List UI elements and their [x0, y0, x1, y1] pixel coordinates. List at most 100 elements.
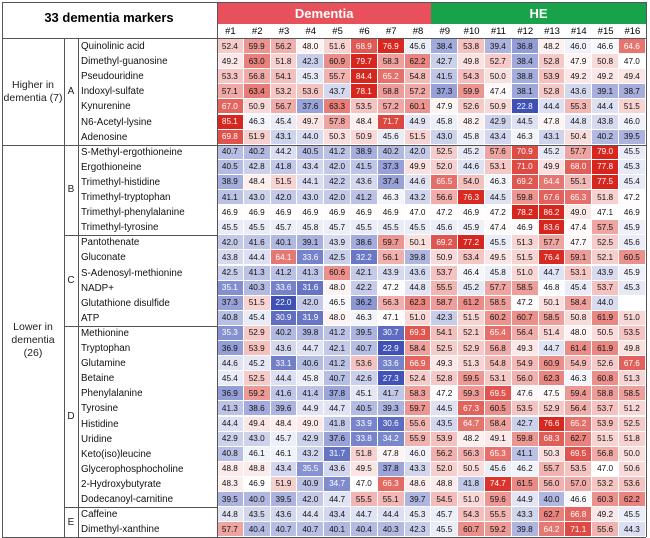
heatmap-cell: 70.9: [511, 144, 539, 160]
heatmap-cell: 36.9: [217, 341, 244, 357]
heatmap-cell: 64.6: [619, 39, 646, 55]
group-header-he: HE: [431, 3, 646, 24]
heatmap-cell: 40.1: [324, 522, 351, 538]
column-header: #12: [517, 25, 534, 37]
heatmap-cell: 45.6: [619, 235, 646, 251]
category-divider: [64, 39, 65, 538]
heatmap-cell: 43.4: [297, 159, 325, 175]
heatmap-cell: 69.3: [404, 325, 432, 341]
heatmap-cell: 62.2: [404, 54, 432, 70]
heatmap-cell: 45.7: [270, 431, 298, 447]
heatmap-cell: 38.9: [217, 174, 244, 190]
heatmap-cell: 56.8: [485, 341, 512, 357]
heatmap-cell: 45.4: [270, 114, 298, 130]
heatmap-cell: 44.6: [404, 174, 432, 190]
heatmap-cell: 74.7: [485, 476, 512, 492]
heatmap-cell: 46.9: [297, 205, 325, 221]
heatmap-cell: 41.2: [324, 325, 351, 341]
heatmap-cell: 53.6: [619, 476, 646, 492]
heatmap-cell: 49.2: [217, 54, 244, 70]
heatmap-cell: 43.4: [485, 129, 512, 145]
heatmap-cell: 47.4: [485, 84, 512, 100]
heatmap-cell: 41.2: [324, 356, 351, 372]
heatmap-cell: 51.5: [404, 129, 432, 145]
heatmap-cell: 50.6: [619, 461, 646, 477]
heatmap-cell: 40.1: [270, 235, 298, 251]
heatmap-cell: 46.9: [243, 476, 271, 492]
heatmap-cell: 61.5: [511, 476, 539, 492]
heatmap-cell: 49.8: [458, 54, 485, 70]
heatmap-cell: 53.5: [351, 99, 378, 115]
heatmap-cell: 84.4: [351, 69, 378, 85]
heatmap-cell: 43.4: [324, 507, 351, 523]
heatmap-cell: 43.0: [243, 190, 271, 206]
heatmap-cell: 42.0: [404, 144, 432, 160]
heatmap-cell: 39.5: [217, 492, 244, 508]
heatmap-cell: 43.0: [297, 190, 325, 206]
heatmap-cell: 57.0: [565, 476, 593, 492]
heatmap-cell: 37.6: [297, 99, 325, 115]
heatmap-cell: 44.8: [404, 280, 432, 296]
heatmap-cell: 62.7: [538, 507, 566, 523]
heatmap-cell: 54.8: [485, 356, 512, 372]
heatmap-cell: 65.3: [485, 446, 512, 462]
heatmap-cell: 49.0: [297, 416, 325, 432]
heatmap-cell: 43.6: [404, 265, 432, 281]
metabolite-label: N6-Acetyl-lysine: [81, 116, 152, 128]
heatmap-cell: 57.7: [538, 235, 566, 251]
heatmap-cell: 42.0: [217, 235, 244, 251]
metabolite-label: Phenylalanine: [81, 388, 143, 400]
heatmap-cell: 47.8: [377, 446, 405, 462]
heatmap-cell: 53.9: [538, 69, 566, 85]
heatmap-cell: 45.5: [619, 144, 646, 160]
heatmap-cell: 65.2: [565, 416, 593, 432]
heatmap-cell: 60.9: [538, 356, 566, 372]
heatmap-cell: 56.3: [458, 446, 485, 462]
heatmap-cell: 45.6: [431, 220, 459, 236]
heatmap-cell: 44.7: [351, 507, 378, 523]
heatmap-cell: 47.9: [565, 54, 593, 70]
heatmap-cell: 48.4: [351, 114, 378, 130]
heatmap-cell: 37.8: [377, 461, 405, 477]
metabolite-label: Trimethyl-histidine: [81, 176, 161, 188]
heatmap-cell: 39.3: [377, 401, 405, 417]
heatmap-cell: 45.6: [485, 461, 512, 477]
heatmap-cell: 37.4: [377, 174, 405, 190]
heatmap-cell: 86.2: [538, 205, 566, 221]
heatmap-cell: 44.6: [217, 356, 244, 372]
heatmap-cell: 48.6: [404, 476, 432, 492]
heatmap-cell: 51.0: [458, 492, 485, 508]
heatmap-cell: 52.1: [592, 250, 619, 266]
heatmap-cell: 45.8: [458, 129, 485, 145]
heatmap-cell: 47.6: [511, 386, 539, 402]
heatmap-cell: 31.6: [297, 280, 325, 296]
heatmap-cell: 41.3: [217, 401, 244, 417]
heatmap-cell: 44.5: [485, 190, 512, 206]
heatmap-cell: 51.3: [511, 235, 539, 251]
heatmap-cell: 50.9: [485, 99, 512, 115]
heatmap-cell: 52.1: [458, 325, 485, 341]
heatmap-cell: 41.8: [324, 416, 351, 432]
heatmap-cell: 60.8: [592, 371, 619, 387]
heatmap-cell: 50.3: [538, 446, 566, 462]
heatmap-cell: 59.8: [511, 431, 539, 447]
heatmap-cell: 56.0: [538, 476, 566, 492]
heatmap-cell: 45.8: [485, 265, 512, 281]
heatmap-cell: 42.0: [324, 190, 351, 206]
heatmap-cell: 60.1: [404, 99, 432, 115]
heatmap-cell: 50.8: [592, 54, 619, 70]
heatmap-cell: 40.5: [297, 144, 325, 160]
heatmap-cell: 38.1: [511, 84, 539, 100]
heatmap-cell: 44.8: [565, 114, 593, 130]
heatmap-cell: 33.9: [351, 416, 378, 432]
heatmap-cell: 50.8: [565, 310, 593, 326]
heatmap-cell: 55.5: [351, 492, 378, 508]
heatmap-cell: 38.4: [431, 39, 459, 55]
heatmap-cell: 43.6: [270, 507, 298, 523]
heatmap-cell: 46.6: [592, 39, 619, 55]
heatmap-cell: 41.1: [511, 446, 539, 462]
heatmap-cell: 60.7: [458, 522, 485, 538]
heatmap-cell: 42.8: [243, 159, 271, 175]
heatmap-cell: 71.0: [511, 159, 539, 175]
heatmap-cell: 49.9: [538, 159, 566, 175]
